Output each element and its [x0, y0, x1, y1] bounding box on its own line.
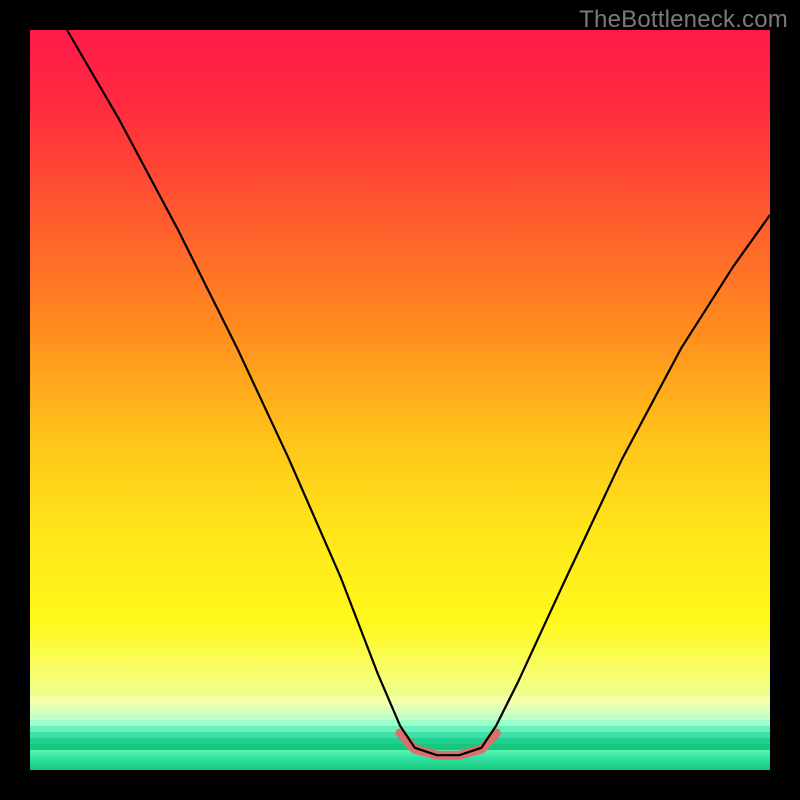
chart-container: TheBottleneck.com	[0, 0, 800, 800]
gradient-stripe	[30, 744, 770, 750]
watermark-text: TheBottleneck.com	[579, 6, 788, 34]
gradient-stripe	[30, 696, 770, 702]
plot-gradient	[30, 30, 770, 770]
gradient-stripe	[30, 714, 770, 720]
gradient-stripe	[30, 708, 770, 714]
gradient-stripe	[30, 702, 770, 708]
bottleneck-chart	[0, 0, 800, 800]
